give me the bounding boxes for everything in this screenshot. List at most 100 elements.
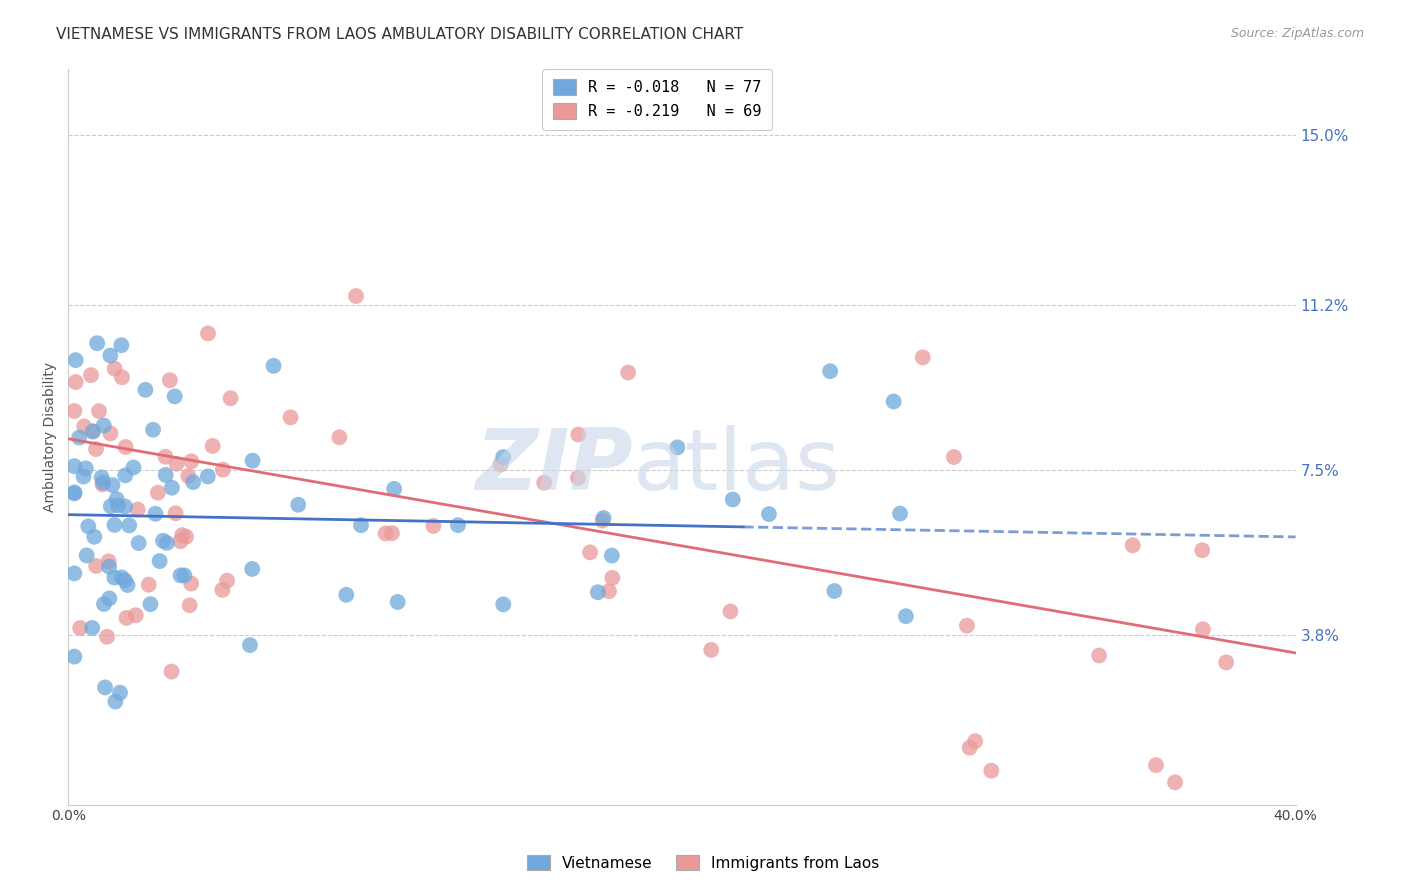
Point [127, 502, 149, 516]
Point [110, 338, 132, 352]
Point [1164, 775, 1187, 789]
Point [1191, 543, 1213, 558]
Point [172, 528, 194, 542]
Point [107, 499, 129, 513]
Point [374, 526, 396, 541]
Point [598, 584, 620, 599]
Point [103, 570, 125, 584]
Point [382, 482, 405, 496]
Point [108, 686, 131, 700]
Point [280, 410, 302, 425]
Point [1122, 538, 1144, 552]
Point [63, 486, 86, 500]
Point [105, 492, 128, 507]
Point [84, 442, 107, 456]
Point [965, 734, 987, 748]
Point [980, 764, 1002, 778]
Point [118, 518, 141, 533]
Point [350, 518, 373, 533]
Text: ZIP: ZIP [475, 425, 633, 508]
Point [160, 665, 183, 679]
Point [173, 568, 195, 582]
Point [1088, 648, 1111, 663]
Point [217, 574, 239, 588]
Point [73, 419, 96, 434]
Point [134, 383, 156, 397]
Point [600, 549, 623, 563]
Point [894, 609, 917, 624]
Point [82, 621, 104, 635]
Point [104, 361, 127, 376]
Point [84, 558, 107, 573]
Point [177, 469, 200, 483]
Point [86, 336, 108, 351]
Point [959, 740, 981, 755]
Point [381, 526, 404, 541]
Point [169, 534, 191, 549]
Point [63, 649, 86, 664]
Point [128, 536, 150, 550]
Point [101, 478, 124, 492]
Point [197, 326, 219, 341]
Point [103, 517, 125, 532]
Point [212, 463, 235, 477]
Point [211, 582, 233, 597]
Point [97, 554, 120, 568]
Point [63, 485, 86, 500]
Point [422, 519, 444, 533]
Point [156, 536, 179, 550]
Point [139, 597, 162, 611]
Point [602, 571, 624, 585]
Point [240, 562, 263, 576]
Point [75, 461, 97, 475]
Point [174, 530, 197, 544]
Point [114, 500, 136, 514]
Point [111, 370, 134, 384]
Point [65, 375, 87, 389]
Point [159, 373, 181, 387]
Point [758, 507, 780, 521]
Point [117, 578, 139, 592]
Point [586, 585, 609, 599]
Point [115, 611, 138, 625]
Point [818, 364, 841, 378]
Point [91, 477, 114, 491]
Point [65, 353, 87, 368]
Point [165, 506, 187, 520]
Point [180, 576, 202, 591]
Point [77, 519, 100, 533]
Point [63, 566, 86, 581]
Point [114, 440, 136, 454]
Point [122, 460, 145, 475]
Point [492, 450, 515, 464]
Point [335, 588, 357, 602]
Point [98, 349, 121, 363]
Point [90, 470, 112, 484]
Point [100, 426, 122, 441]
Point [94, 681, 117, 695]
Text: Source: ZipAtlas.com: Source: ZipAtlas.com [1230, 27, 1364, 40]
Point [823, 584, 845, 599]
Point [72, 469, 94, 483]
Point [142, 423, 165, 437]
Point [80, 368, 103, 383]
Point [114, 468, 136, 483]
Point [83, 530, 105, 544]
Point [287, 498, 309, 512]
Point [219, 391, 242, 405]
Point [69, 621, 91, 635]
Point [114, 574, 136, 588]
Point [104, 694, 127, 708]
Point [387, 595, 409, 609]
Point [179, 599, 201, 613]
Point [567, 427, 589, 442]
Point [567, 471, 589, 485]
Point [110, 570, 132, 584]
Point [163, 389, 186, 403]
Point [155, 450, 177, 464]
Point [93, 418, 115, 433]
Point [160, 481, 183, 495]
Y-axis label: Ambulatory Disability: Ambulatory Disability [44, 361, 58, 512]
Point [263, 359, 285, 373]
Point [666, 441, 689, 455]
